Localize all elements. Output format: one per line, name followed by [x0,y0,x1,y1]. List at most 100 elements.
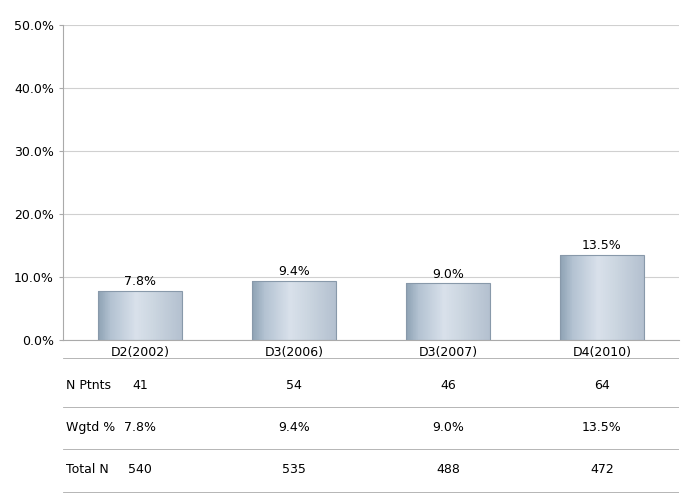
Bar [600,255,601,340]
Bar [589,255,590,340]
Bar [263,281,264,340]
Bar [425,284,426,340]
Bar [471,284,472,340]
Text: 13.5%: 13.5% [582,422,622,434]
Bar [437,284,438,340]
Bar [121,291,122,340]
Bar [579,255,580,340]
Bar [486,284,487,340]
Bar [429,284,430,340]
Bar [290,281,291,340]
Bar [272,281,273,340]
Bar [604,255,605,340]
Bar [253,281,254,340]
Bar [595,255,596,340]
Text: 7.8%: 7.8% [124,422,156,434]
Bar [149,291,150,340]
Bar [170,291,171,340]
Bar [592,255,593,340]
Bar [167,291,168,340]
Bar [335,281,337,340]
Bar [453,284,454,340]
Bar [584,255,585,340]
Bar [475,284,476,340]
Bar [274,281,275,340]
Bar [419,284,420,340]
Bar [278,281,279,340]
Bar [129,291,130,340]
Bar [451,284,452,340]
Bar [305,281,306,340]
Bar [275,281,276,340]
Bar [454,284,455,340]
Bar [482,284,483,340]
Bar [254,281,255,340]
Bar [410,284,411,340]
Bar [563,255,564,340]
Bar [643,255,644,340]
Bar [588,255,589,340]
Bar [562,255,563,340]
Bar [625,255,626,340]
Bar [136,291,137,340]
Bar [441,284,442,340]
Bar [428,284,429,340]
Bar [102,291,103,340]
Bar [265,281,266,340]
Bar [443,284,444,340]
Bar [264,281,265,340]
Bar [306,281,307,340]
Bar [158,291,159,340]
Bar [608,255,609,340]
Bar [100,291,101,340]
Bar [603,255,604,340]
Bar [578,255,579,340]
Bar [612,255,613,340]
Bar [561,255,562,340]
Bar [415,284,416,340]
Bar [619,255,620,340]
Bar [461,284,462,340]
Bar [635,255,636,340]
Bar [323,281,324,340]
Bar [106,291,107,340]
Bar [626,255,627,340]
Bar [430,284,431,340]
Bar [484,284,485,340]
Text: 13.5%: 13.5% [582,240,622,252]
Bar [252,281,253,340]
Bar [296,281,297,340]
Bar [292,281,293,340]
Bar [424,284,425,340]
Bar [260,281,261,340]
Bar [574,255,575,340]
Bar [413,284,414,340]
Bar [567,255,568,340]
Bar [148,291,149,340]
Text: N Ptnts: N Ptnts [66,380,111,392]
Text: 64: 64 [594,380,610,392]
Bar [116,291,117,340]
Bar [110,291,111,340]
Bar [108,291,109,340]
Bar [271,281,272,340]
Bar [287,281,288,340]
Bar [128,291,129,340]
Bar [125,291,126,340]
Bar [641,255,642,340]
Bar [609,255,610,340]
Bar [629,255,630,340]
Bar [334,281,335,340]
Bar [139,291,140,340]
Bar [566,255,567,340]
Bar [627,255,628,340]
Bar [301,281,302,340]
Bar [181,291,182,340]
Bar [330,281,331,340]
Bar [285,281,286,340]
Bar [417,284,418,340]
Bar [587,255,588,340]
Bar [173,291,174,340]
Bar [134,291,135,340]
Bar [489,284,490,340]
